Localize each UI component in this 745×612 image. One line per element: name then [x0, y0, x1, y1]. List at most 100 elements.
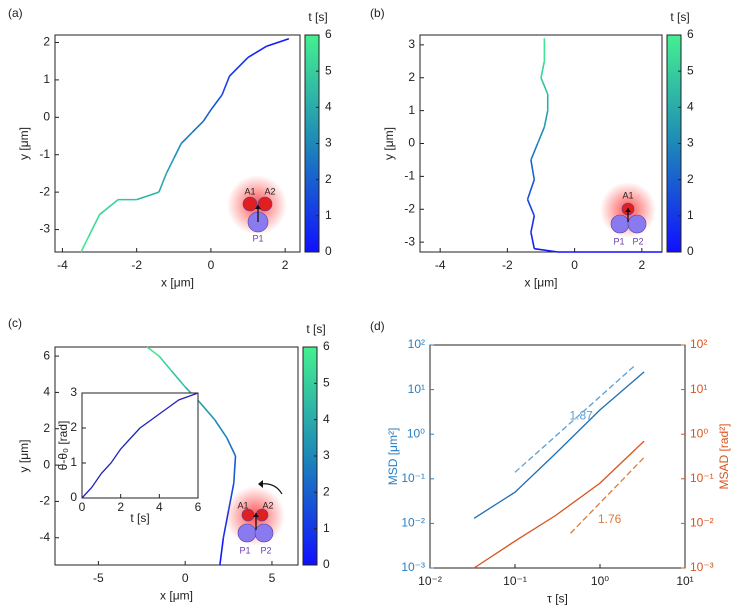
particle — [255, 508, 269, 522]
y2-tick-label: 10⁰ — [690, 426, 708, 440]
y-axis-label: y [μm] — [17, 440, 31, 473]
diagram-label: P2 — [260, 545, 271, 555]
diagram-label: P2 — [632, 236, 643, 246]
trajectory-segment — [214, 419, 228, 439]
particle — [242, 196, 258, 212]
colorbar-tick-label: 6 — [687, 27, 694, 41]
y2-tick-label: 10⁻¹ — [690, 471, 714, 485]
y-tick-label: 10⁻¹ — [401, 471, 425, 485]
x-axis-label: x [μm] — [160, 588, 193, 602]
y-axis-label: θ-θ₀ [rad] — [56, 421, 70, 471]
x-tick-label: 2 — [282, 258, 289, 272]
x-axis-label: t [s] — [130, 511, 149, 525]
y-tick-label: 1 — [408, 103, 415, 117]
colorbar-tick-label: 4 — [323, 412, 330, 426]
x-tick-label: -5 — [93, 571, 104, 585]
trajectory-segment — [266, 37, 290, 47]
colorbar-tick-label: 0 — [323, 557, 330, 571]
trajectory-segment — [536, 126, 546, 144]
x-axis-label: x [μm] — [525, 275, 558, 289]
arrow-head — [625, 208, 631, 212]
y-tick-label: 10¹ — [408, 382, 425, 396]
y2-tick-label: 10¹ — [690, 382, 707, 396]
x-tick-label: 0 — [79, 500, 86, 514]
diagram-label: A1 — [622, 190, 633, 200]
panel-label: (c) — [8, 316, 22, 330]
trajectory-segment — [543, 110, 549, 128]
y-tick-label: -3 — [39, 222, 50, 236]
trajectory-segment — [530, 159, 536, 180]
colorbar-label: t [s] — [308, 10, 327, 24]
y-tick-label: 0 — [408, 136, 415, 150]
colorbar-tick-label: 2 — [687, 172, 694, 186]
x-tick-label: 0 — [182, 571, 189, 585]
y2-tick-label: 10⁻² — [690, 516, 714, 530]
trajectory-segment — [530, 215, 536, 233]
y-tick-label: 1 — [43, 72, 50, 86]
x-tick-label: 6 — [195, 500, 202, 514]
trajectory-segment — [526, 199, 536, 217]
x-tick-label: 10⁰ — [591, 574, 609, 588]
plot-area — [81, 392, 199, 499]
colorbar-tick-label: 3 — [687, 136, 694, 150]
y-tick-label: -1 — [404, 169, 415, 183]
trajectory-segment — [530, 232, 536, 249]
y-tick-label: 0 — [43, 109, 50, 123]
trajectory-segment — [80, 236, 90, 253]
y-tick-label: 10⁻³ — [401, 560, 425, 574]
trajectory-segment — [99, 198, 119, 216]
y-tick-label: 0 — [70, 490, 77, 504]
colorbar-label: t [s] — [670, 10, 689, 24]
trajectory-segment — [232, 455, 237, 484]
y-tick-label: 10⁰ — [407, 426, 425, 440]
diagram-label: P1 — [252, 233, 263, 243]
panel-label: (b) — [370, 6, 385, 20]
trajectory-segment — [173, 143, 182, 159]
y-tick-label: -4 — [39, 530, 50, 544]
colorbar-tick-label: 4 — [687, 100, 694, 114]
y-axis-label: MSD [μm²] — [386, 428, 400, 486]
particle — [237, 523, 257, 543]
trajectory-segment — [219, 537, 225, 566]
particle — [254, 523, 274, 543]
x-tick-label: 10¹ — [676, 574, 693, 588]
particle — [241, 508, 255, 522]
x-axis-label: x [μm] — [161, 275, 194, 289]
y-tick-label: 2 — [408, 70, 415, 84]
panel-label: (d) — [370, 319, 385, 333]
x-tick-label: 0 — [208, 258, 215, 272]
panel-label: (a) — [8, 6, 23, 20]
colorbar-tick-label: 2 — [323, 485, 330, 499]
x-tick-label: -4 — [57, 258, 68, 272]
colorbar-tick-label: 5 — [325, 63, 332, 77]
x-tick-label: 0 — [571, 258, 578, 272]
data-line — [473, 440, 645, 569]
diagram-label: P1 — [239, 545, 250, 555]
y-tick-label: 1 — [70, 455, 77, 469]
trajectory-segment — [526, 179, 536, 200]
x-tick-label: -4 — [435, 258, 446, 272]
colorbar-tick-label: 4 — [325, 100, 332, 114]
diagram-label: P1 — [613, 236, 624, 246]
x-tick-label: 4 — [156, 500, 163, 514]
y-tick-label: 4 — [43, 385, 50, 399]
trajectory-segment — [210, 94, 223, 111]
y-tick-label: 3 — [70, 385, 77, 399]
plot-area — [429, 344, 686, 569]
trajectory-segment — [228, 56, 249, 77]
colorbar-tick-label: 1 — [325, 208, 332, 222]
trajectory-segment — [158, 173, 168, 193]
trajectory-segment — [534, 247, 558, 253]
colorbar-tick-label: 2 — [325, 172, 332, 186]
y-tick-label: -3 — [404, 234, 415, 248]
y-tick-label: 10⁻² — [401, 516, 425, 530]
x-tick-label: 2 — [638, 258, 645, 272]
arrow-head — [253, 513, 259, 517]
y-tick-label: 3 — [408, 37, 415, 51]
y2-tick-label: 10² — [690, 337, 707, 351]
y-tick-label: 6 — [43, 348, 50, 362]
y-tick-label: -2 — [404, 201, 415, 215]
annotation: 1.87 — [569, 409, 593, 423]
trajectory-segment — [198, 400, 216, 421]
trajectory-segment — [146, 346, 160, 357]
